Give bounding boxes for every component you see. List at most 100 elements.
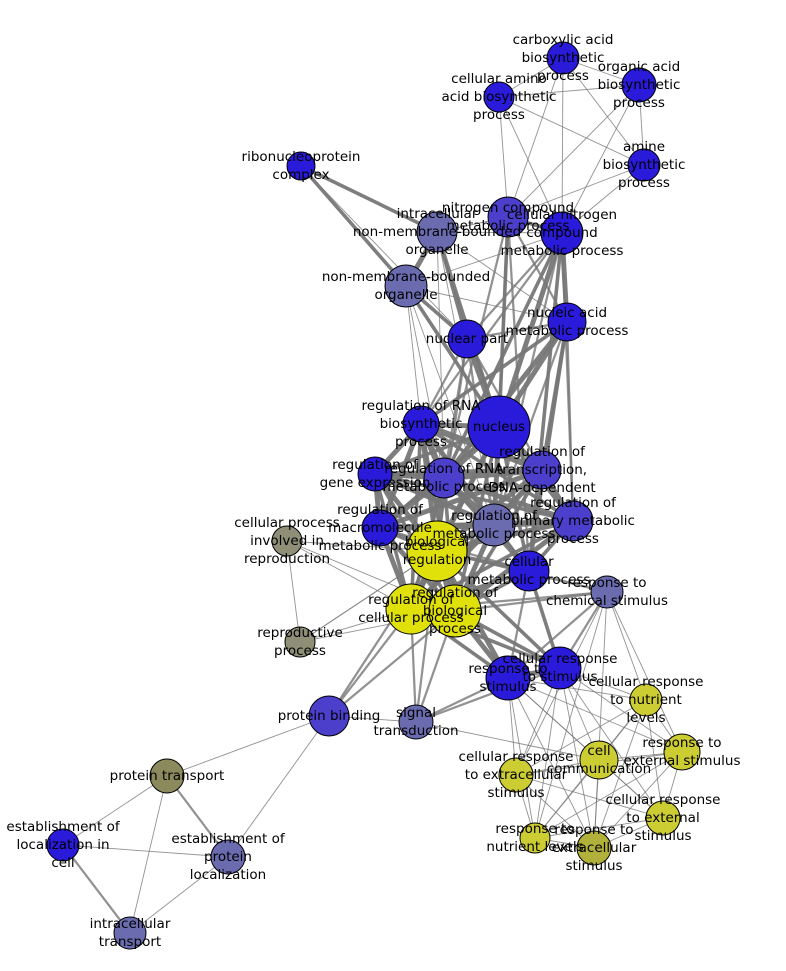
graph-node[interactable]	[472, 503, 516, 547]
graph-node[interactable]	[428, 584, 482, 638]
graph-node[interactable]	[629, 683, 663, 717]
graph-node[interactable]	[210, 839, 246, 875]
graph-node-label: cellular response to stimulus	[503, 651, 618, 685]
graph-edge	[419, 320, 569, 426]
graph-edge	[534, 817, 664, 839]
graph-node[interactable]	[46, 828, 80, 862]
graph-node[interactable]	[357, 456, 393, 492]
graph-node-label: cellular response to external stimulus	[606, 792, 721, 844]
graph-node-label: biological regulation	[403, 534, 472, 568]
graph-node[interactable]	[552, 500, 594, 542]
graph-edge	[515, 774, 664, 819]
graph-node[interactable]	[286, 151, 316, 181]
graph-node-label: regulation of gene expression	[320, 457, 431, 491]
graph-edge	[62, 775, 168, 846]
graph-edge	[299, 164, 408, 288]
graph-node[interactable]	[547, 302, 587, 342]
graph-node-label: cellular metabolic process	[468, 554, 591, 588]
graph-node-label: regulation of transcription, DNA-dependent	[488, 444, 595, 496]
graph-edge	[227, 715, 330, 858]
graph-node[interactable]	[467, 395, 531, 459]
graph-edge	[327, 609, 457, 718]
graph-edge	[507, 677, 536, 839]
graph-edge	[61, 843, 132, 935]
graph-node[interactable]	[508, 550, 550, 592]
graph-node-label: cellular response to extracellular stimulu…	[459, 749, 574, 801]
graph-node[interactable]	[576, 830, 612, 866]
graph-edge	[645, 699, 664, 819]
graph-edge	[373, 472, 575, 523]
graph-node[interactable]	[645, 800, 681, 836]
graph-node-label: nucleus	[473, 419, 525, 435]
graph-node-label: cellular response to nutrient levels	[589, 674, 704, 726]
graph-node-label: carboxylic acid biosynthetic process	[513, 32, 614, 84]
graph-edge	[507, 164, 645, 218]
graph-edge	[593, 751, 683, 849]
graph-node[interactable]	[485, 655, 531, 701]
graph-edge	[534, 751, 683, 839]
graph-node[interactable]	[498, 757, 534, 793]
graph-node[interactable]	[406, 520, 468, 582]
graph-node-label: intracellular transport	[90, 916, 171, 950]
graph-node[interactable]	[538, 646, 582, 690]
graph-node-label: regulation of primary metabolic process	[511, 495, 635, 547]
graph-node-label: protein binding	[278, 708, 381, 724]
graph-edge	[507, 84, 640, 218]
graph-node-label: cell communication	[547, 743, 651, 777]
graph-node[interactable]	[271, 525, 303, 557]
graph-node[interactable]	[590, 575, 624, 609]
graph-node[interactable]	[540, 211, 584, 255]
graph-node-label: regulation of cellular process	[358, 592, 464, 626]
graph-edge	[561, 57, 564, 234]
graph-node[interactable]	[113, 916, 147, 950]
graph-node-label: establishment of protein localization	[171, 831, 285, 883]
graph-node-label: regulation of macromolecule metabolic proc…	[319, 502, 442, 554]
graph-node[interactable]	[447, 319, 487, 359]
graph-edge	[327, 549, 439, 718]
graph-node-label: nucleic acid metabolic process	[506, 305, 629, 339]
graph-node[interactable]	[284, 626, 316, 658]
graph-node[interactable]	[402, 405, 440, 443]
graph-edge	[405, 285, 568, 323]
graph-node-label: response to external stimulus	[624, 735, 741, 769]
graph-node[interactable]	[621, 67, 657, 103]
graph-node-label: response to nutrient levels	[486, 821, 583, 855]
graph-node[interactable]	[423, 457, 465, 499]
graph-edge	[559, 667, 595, 849]
graph-node-label: cellular nitrogen compound metabolic proce…	[501, 207, 624, 259]
graph-edge	[441, 475, 576, 524]
graph-node-label: protein transport	[110, 768, 225, 784]
graph-node[interactable]	[627, 148, 661, 182]
graph-node[interactable]	[522, 450, 562, 490]
graph-edge	[286, 540, 301, 643]
graph-node-label: regulation of RNA metabolic process	[383, 461, 506, 495]
graph-node[interactable]	[361, 509, 399, 547]
graph-edge	[166, 715, 330, 777]
graph-edge	[527, 231, 564, 573]
graph-node[interactable]	[398, 704, 434, 740]
graph-node[interactable]	[483, 81, 515, 113]
graph-node[interactable]	[546, 41, 580, 75]
graph-node[interactable]	[416, 211, 458, 253]
graph-node[interactable]	[149, 758, 185, 794]
graph-node[interactable]	[519, 822, 551, 854]
graph-edge	[507, 57, 564, 218]
graph-node[interactable]	[663, 733, 701, 771]
graph-edge	[415, 721, 600, 761]
graph-node[interactable]	[487, 196, 529, 238]
graph-node-label: response to extracellular stimulus	[552, 822, 637, 874]
graph-node[interactable]	[579, 740, 619, 780]
graph-node-label: cellular process involved in reproduction	[234, 515, 340, 567]
graph-edge	[405, 232, 563, 287]
graph-node-label: reproductive process	[257, 625, 343, 659]
graph-edge	[62, 844, 229, 858]
graph-node-label: regulation of metabolic process	[433, 508, 556, 542]
graph-edge	[129, 856, 229, 934]
graph-edge	[534, 667, 561, 839]
graph-edge	[372, 471, 497, 528]
graph-node[interactable]	[308, 695, 350, 737]
graph-node[interactable]	[384, 264, 428, 308]
graph-edge	[515, 699, 647, 776]
